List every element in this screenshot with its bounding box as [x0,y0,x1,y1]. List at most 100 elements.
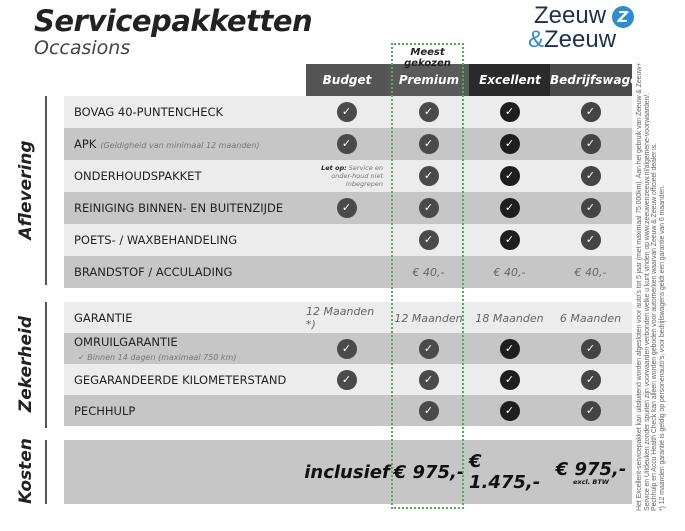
table-row: ONDERHOUDSPAKKET Let op: Service en onder… [64,160,632,192]
table-row: REINIGING BINNEN- EN BUITENZIJDE ✓ ✓ ✓ ✓ [64,192,632,224]
table-row: BOVAG 40-PUNTENCHECK ✓ ✓ ✓ ✓ [64,96,632,128]
row-label: APK (Geldigheid van minimaal 12 maanden) [74,137,260,151]
table-cell: ✓ [469,128,550,160]
price-bedrijfswagens: € 975,- excl. BTW [555,458,627,486]
price-budget: inclusief [304,461,390,483]
table-cell [306,256,387,288]
column-header-premium: Premium [388,64,470,96]
table-cell: ✓ [469,395,550,427]
table-cell: ✓ [550,364,631,396]
table-cell: ✓ [469,160,550,192]
check-icon: ✓ [580,134,601,154]
check-icon: ✓ [418,230,439,250]
cell-value: 18 Maanden [475,311,544,325]
table-cell: ✓ [306,96,387,128]
check-icon: ✓ [418,370,439,390]
check-icon: ✓ [499,401,520,421]
most-chosen-label: Meest gekozen [404,47,451,69]
footnote: *) 12 maanden garantie is geldig op pers… [658,185,666,511]
table-cell: 12 Maanden [388,302,469,334]
table-cell: ✓ [306,364,387,396]
check-icon: ✓ [580,401,601,421]
column-header-budget: Budget [306,64,388,96]
table-cell: 6 Maanden [550,302,631,334]
table-cell: ✓ [550,333,631,365]
table-cell: ✓ [388,364,469,396]
table-cell: ✓ [306,192,387,224]
table-cell: ✓ [469,364,550,396]
check-icon: ✓ [580,166,601,186]
table-cell: ✓ [388,128,469,160]
price-premium: € 975,- [393,461,465,483]
table-cell [306,395,387,427]
section-bar-zekerheid [45,302,47,428]
check-icon: ✓ [580,198,601,218]
table-cell: 12 Maanden *) [306,302,387,334]
check-icon: ✓ [418,102,439,122]
table-cell: € 40,- [388,256,469,288]
table-cell: ✓ [306,333,387,365]
logo-line2: &Zeeuw [528,26,617,53]
price-note: excl. BTW [573,477,609,486]
cell-value: 6 Maanden [559,311,622,325]
cell-value: € 40,- [574,265,607,279]
costs-row: inclusief € 975,- € 1.475,- € 975,- excl. BT… [64,440,632,504]
footnote: Service en Uitdeuken zonder spuiten zijn… [643,93,651,511]
cell-value: 12 Maanden [394,311,463,325]
table-cell: ✓ [388,333,469,365]
page-subtitle: Occasions [34,37,131,59]
section-bar-kosten [45,440,47,504]
table-row: BRANDSTOF / ACCULADING € 40,- € 40,- € 40,- [64,256,632,288]
row-label: ONDERHOUDSPAKKET [74,169,202,183]
zeeuw-zeeuw-logo: Zeeuw Z &Zeeuw [528,2,638,54]
table-cell [306,224,387,256]
service-note: Let op: Service en onder-houd niet inbeg… [321,164,383,188]
column-header-bedrijfswagens: Bedrijfswagens [550,64,654,96]
check-icon: ✓ [336,102,357,122]
check-icon: ✓ [580,102,601,122]
footnotes: Het Excellent-servicepakket kan uitsluit… [636,59,666,511]
check-icon: ✓ [580,230,601,250]
table-cell: ✓ [550,160,631,192]
check-icon: ✓ [499,370,520,390]
check-icon: ✓ [418,339,439,359]
table-cell: ✓ [550,192,631,224]
row-label: PECHHULP [74,404,136,418]
section-title: Zekerheid [16,315,36,413]
section-title: Aflevering [16,139,36,240]
check-icon: ✓ [499,230,520,250]
table-cell: ✓ [469,224,550,256]
cell-value: € 40,- [493,265,526,279]
check-icon: ✓ [336,134,357,154]
row-label: BOVAG 40-PUNTENCHECK [74,105,224,119]
column-header-excellent: Excellent [469,64,551,96]
table-row: GARANTIE 12 Maanden *) 12 Maanden 18 Maande… [64,302,632,333]
row-sublabel: ✓ Binnen 14 dagen (maximaal 750 km) [78,353,237,362]
row-label: OMRUILGARANTIE ✓ Binnen 14 dagen (maximaa… [74,335,237,362]
footnote: Het Excellent-servicepakket kan uitsluit… [636,62,643,511]
table-cell: ✓ [306,128,387,160]
check-icon: ✓ [336,339,357,359]
check-icon: ✓ [499,339,520,359]
section-title: Kosten [16,438,36,504]
table-cell: ✓ [469,96,550,128]
table-cell: Let op: Service en onder-houd niet inbeg… [306,160,387,192]
price-excellent: € 1.475,- [469,451,541,493]
table-row: POETS- / WAXBEHANDELING ✓ ✓ ✓ [64,224,632,256]
row-label: GARANTIE [74,311,133,325]
check-icon: ✓ [418,166,439,186]
check-icon: ✓ [499,102,520,122]
check-icon: ✓ [418,198,439,218]
logo-line1: Zeeuw [534,2,607,29]
table-cell: ✓ [550,395,631,427]
table-cell: ✓ [388,192,469,224]
table-cell: ✓ [469,333,550,365]
footnote: Pechhulp en Accu Health Check kan alleen… [651,143,659,511]
cell-value: 12 Maanden *) [306,305,375,331]
check-icon: ✓ [499,134,520,154]
table-cell: € 40,- [550,256,631,288]
table-row: APK (Geldigheid van minimaal 12 maanden) ✓… [64,128,632,160]
row-label: GEGARANDEERDE KILOMETERSTAND [74,373,287,387]
table-cell: 18 Maanden [469,302,550,334]
table-cell: ✓ [388,96,469,128]
